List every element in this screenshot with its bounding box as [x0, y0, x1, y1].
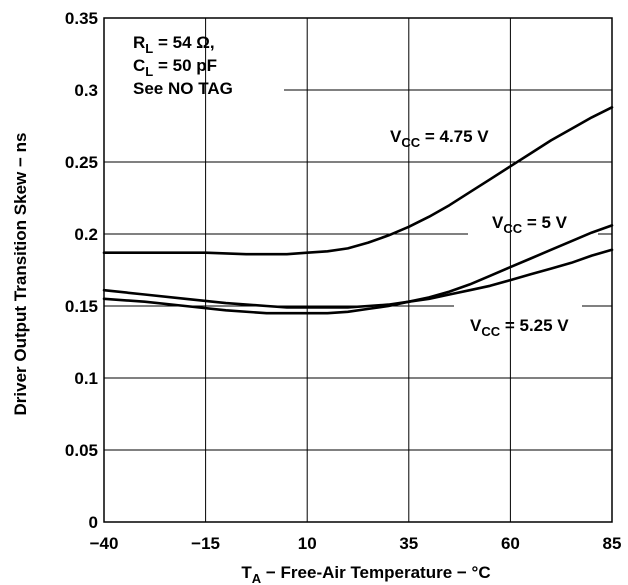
x-tick-labels: −40 −15 10 35 60 85 — [90, 534, 622, 553]
y-tick-label: 0.1 — [74, 369, 98, 388]
x-tick-label: 10 — [298, 534, 317, 553]
series-label-2-sub: CC — [481, 324, 500, 339]
condition-2-main: See NO TAG — [133, 79, 233, 98]
series-label-2-rest: = 5.25 V — [500, 316, 569, 335]
x-axis-label-main: T — [241, 563, 252, 582]
y-tick-label: 0.05 — [65, 441, 98, 460]
series-line-1 — [102, 224, 614, 309]
series-label-1: VCC = 5 V — [492, 213, 568, 236]
condition-0-main: R — [133, 33, 145, 52]
series-label-2: VCC = 5.25 V — [470, 316, 569, 339]
condition-1: CL = 50 pF — [133, 56, 217, 79]
series-label-0-main: V — [390, 127, 402, 146]
x-tick-label: −15 — [191, 534, 220, 553]
x-axis-label: TA − Free-Air Temperature − °C — [241, 563, 490, 585]
series-label-0-rest: = 4.75 V — [420, 127, 489, 146]
series-label-0: VCC = 4.75 V — [390, 127, 489, 150]
condition-1-sub: L — [145, 64, 153, 79]
y-tick-label: 0.25 — [65, 153, 98, 172]
y-tick-labels: 0 0.05 0.1 0.15 0.2 0.25 0.3 0.35 — [65, 9, 98, 532]
x-tick-label: −40 — [90, 534, 119, 553]
plot-frame — [103, 17, 613, 523]
series-label-2-main: V — [470, 316, 482, 335]
x-axis-label-sub: A — [252, 571, 262, 585]
series-label-1-sub: CC — [503, 221, 522, 236]
series-label-1-main: V — [492, 213, 504, 232]
condition-2: See NO TAG — [133, 79, 233, 98]
series-label-0-sub: CC — [401, 135, 420, 150]
y-tick-label: 0 — [89, 513, 98, 532]
y-tick-label: 0.35 — [65, 9, 98, 28]
y-tick-label: 0.15 — [65, 297, 98, 316]
condition-0-sub: L — [145, 41, 153, 56]
y-tick-label: 0.2 — [74, 225, 98, 244]
y-axis-label: Driver Output Transition Skew − ns — [11, 133, 30, 416]
grid — [104, 18, 612, 522]
curves — [102, 106, 614, 315]
condition-1-rest: = 50 pF — [153, 56, 217, 75]
x-tick-label: 85 — [603, 534, 622, 553]
x-axis-label-rest: − Free-Air Temperature − °C — [261, 563, 490, 582]
x-tick-label: 35 — [399, 534, 418, 553]
condition-0-rest: = 54 Ω, — [153, 33, 214, 52]
series-line-2 — [102, 248, 614, 315]
series-label-1-rest: = 5 V — [522, 213, 568, 232]
condition-0: RL = 54 Ω, — [133, 33, 215, 56]
x-tick-label: 60 — [501, 534, 520, 553]
series-line-0 — [102, 106, 614, 256]
condition-1-main: C — [133, 56, 145, 75]
y-tick-label: 0.3 — [74, 81, 98, 100]
